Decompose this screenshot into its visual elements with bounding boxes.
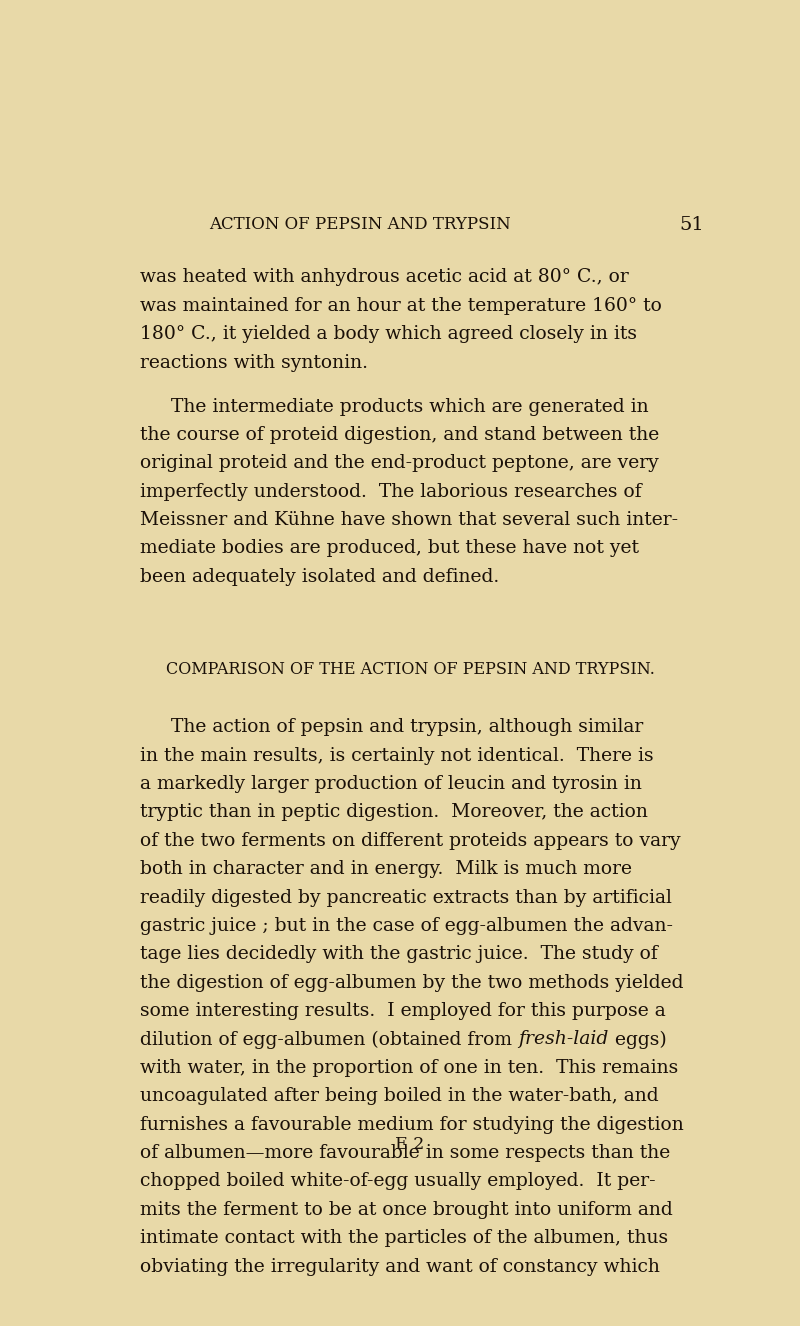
Text: eggs): eggs)	[609, 1030, 666, 1049]
Text: some interesting results.  I employed for this purpose a: some interesting results. I employed for…	[140, 1002, 666, 1020]
Text: The intermediate products which are generated in: The intermediate products which are gene…	[171, 398, 649, 415]
Text: was maintained for an hour at the temperature 160° to: was maintained for an hour at the temper…	[140, 297, 662, 314]
Text: 180° C., it yielded a body which agreed closely in its: 180° C., it yielded a body which agreed …	[140, 325, 638, 343]
Text: obviating the irregularity and want of constancy which: obviating the irregularity and want of c…	[140, 1257, 660, 1276]
Text: a markedly larger production of leucin and tyrosin in: a markedly larger production of leucin a…	[140, 774, 642, 793]
Text: both in character and in energy.  Milk is much more: both in character and in energy. Milk is…	[140, 861, 632, 878]
Text: with water, in the proportion of one in ten.  This remains: with water, in the proportion of one in …	[140, 1059, 678, 1077]
Text: mits the ferment to be at once brought into uniform and: mits the ferment to be at once brought i…	[140, 1201, 673, 1219]
Text: tryptic than in peptic digestion.  Moreover, the action: tryptic than in peptic digestion. Moreov…	[140, 804, 648, 821]
Text: been adequately isolated and defined.: been adequately isolated and defined.	[140, 568, 499, 586]
Text: tage lies decidedly with the gastric juice.  The study of: tage lies decidedly with the gastric jui…	[140, 945, 658, 963]
Text: E 2: E 2	[395, 1135, 425, 1152]
Text: chopped boiled white-of-egg usually employed.  It per-: chopped boiled white-of-egg usually empl…	[140, 1172, 656, 1191]
Text: the digestion of egg-albumen by the two methods yielded: the digestion of egg-albumen by the two …	[140, 973, 684, 992]
Text: the course of proteid digestion, and stand between the: the course of proteid digestion, and sta…	[140, 426, 659, 444]
Text: reactions with syntonin.: reactions with syntonin.	[140, 354, 368, 371]
Text: mediate bodies are produced, but these have not yet: mediate bodies are produced, but these h…	[140, 540, 639, 557]
Text: 51: 51	[680, 216, 705, 235]
Text: intimate contact with the particles of the albumen, thus: intimate contact with the particles of t…	[140, 1229, 669, 1248]
Text: uncoagulated after being boiled in the water-bath, and: uncoagulated after being boiled in the w…	[140, 1087, 659, 1106]
Text: was heated with anhydrous acetic acid at 80° C., or: was heated with anhydrous acetic acid at…	[140, 268, 629, 286]
Text: imperfectly understood.  The laborious researches of: imperfectly understood. The laborious re…	[140, 483, 642, 501]
Text: The action of pepsin and trypsin, although similar: The action of pepsin and trypsin, althou…	[171, 719, 643, 736]
Text: gastric juice ; but in the case of egg-albumen the advan-: gastric juice ; but in the case of egg-a…	[140, 918, 674, 935]
Text: ACTION OF PEPSIN AND TRYPSIN: ACTION OF PEPSIN AND TRYPSIN	[210, 216, 511, 233]
Text: COMPARISON OF THE ACTION OF PEPSIN AND TRYPSIN.: COMPARISON OF THE ACTION OF PEPSIN AND T…	[166, 662, 654, 679]
Text: readily digested by pancreatic extracts than by artificial: readily digested by pancreatic extracts …	[140, 888, 672, 907]
Text: of the two ferments on different proteids appears to vary: of the two ferments on different proteid…	[140, 831, 681, 850]
Text: original proteid and the end-product peptone, are very: original proteid and the end-product pep…	[140, 455, 659, 472]
Text: furnishes a favourable medium for studying the digestion: furnishes a favourable medium for studyi…	[140, 1115, 684, 1134]
Text: of albumen—more favourable in some respects than the: of albumen—more favourable in some respe…	[140, 1144, 670, 1162]
Text: dilution of egg-albumen (obtained from: dilution of egg-albumen (obtained from	[140, 1030, 518, 1049]
Text: in the main results, is certainly not identical.  There is: in the main results, is certainly not id…	[140, 747, 654, 765]
Text: Meissner and Kühne have shown that several such inter-: Meissner and Kühne have shown that sever…	[140, 511, 678, 529]
Text: fresh-laid: fresh-laid	[518, 1030, 609, 1049]
